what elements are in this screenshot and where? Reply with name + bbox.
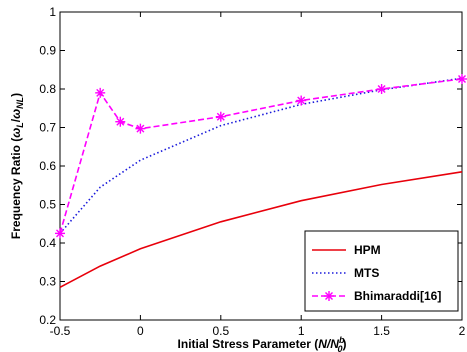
x-tick-label: 0 (137, 324, 144, 338)
series-line-hpm (59, 171, 463, 289)
y-axis-ticks: 0.2 0.3 0.4 0.5 0.6 0.7 0.8 0.9 1 (39, 5, 462, 327)
legend: HPM MTS Bhimaraddi[16] (304, 230, 459, 312)
y-tick-label: 0.8 (39, 82, 56, 96)
legend-entry-hpm: HPM (312, 243, 381, 257)
legend-marker-bhimaraddi (324, 291, 334, 301)
y-tick-label: 0.2 (39, 313, 56, 327)
series-line-mts (59, 77, 463, 234)
y-tick-label: 0.7 (39, 121, 56, 135)
x-tick-label: -0.5 (50, 324, 71, 338)
y-axis-label: Frequency Ratio (ωL/ωNL) (9, 93, 25, 239)
legend-entry-mts: MTS (312, 266, 379, 280)
data-point-bhimaraddi-16 (376, 84, 387, 94)
legend-label-bhimaraddi: Bhimaraddi[16] (354, 289, 441, 303)
data-point-bhimaraddi-16 (55, 228, 65, 239)
x-axis-label: Initial Stress Parameter (N/Nb 0) (178, 335, 347, 352)
x-tick-label: 0.5 (212, 324, 229, 338)
legend-entry-bhimaraddi: Bhimaraddi[16] (312, 289, 441, 303)
y-tick-label: 1 (49, 5, 56, 19)
series-line-bhimaraddi-16 (59, 78, 463, 234)
x-tick-label: 1 (298, 324, 305, 338)
data-point-bhimaraddi-16 (457, 73, 467, 84)
data-point-bhimaraddi-16 (115, 116, 126, 127)
legend-label-mts: MTS (354, 266, 379, 280)
x-tick-label: 2 (459, 324, 466, 338)
x-tick-label: 1.5 (373, 324, 390, 338)
x-axis-ticks: -0.5 0 0.5 1 1.5 2 (50, 12, 466, 338)
y-tick-label: 0.6 (39, 159, 56, 173)
data-point-bhimaraddi-16 (135, 123, 146, 134)
series-layer (55, 73, 467, 289)
legend-label-hpm: HPM (354, 243, 381, 257)
data-point-bhimaraddi-16 (296, 95, 307, 106)
y-tick-label: 0.5 (39, 198, 56, 212)
y-tick-label: 0.9 (39, 44, 56, 58)
y-tick-label: 0.3 (39, 275, 56, 289)
data-point-bhimaraddi-16 (215, 111, 226, 122)
y-tick-label: 0.4 (39, 236, 56, 250)
data-point-bhimaraddi-16 (95, 87, 106, 98)
